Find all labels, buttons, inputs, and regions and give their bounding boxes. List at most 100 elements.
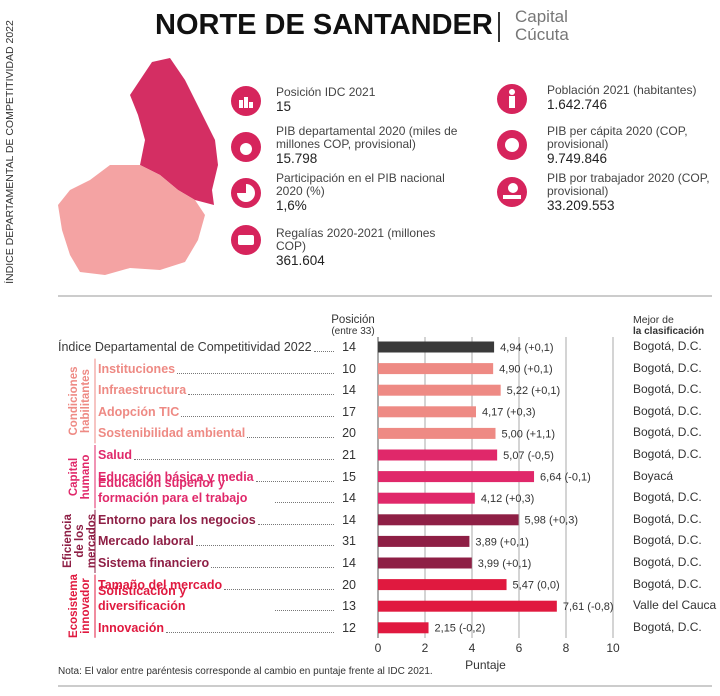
category-label: Sofisticación y diversificación [98,584,187,614]
category-label: Tamaño del mercado [98,577,223,592]
leader [165,631,334,633]
position: 14 [342,383,356,398]
group-label: Condiciones habilitantes [68,366,92,436]
indicator: PIB por trabajador 2020 (COP, provisiona… [547,172,712,214]
bar [378,363,494,375]
leader [177,372,334,374]
indicator: Posición IDC 2021 15 [276,86,466,115]
category-label: Salud [98,448,133,462]
best-subheader: la clasificación [633,326,705,337]
category-label: Adopción TIC [98,404,180,419]
indicator-value: 15 [276,99,292,114]
category-label: Infraestructura [98,383,187,398]
category-label: Instituciones [98,361,176,376]
indicator: Participación en el PIB nacional 2020 (%… [276,172,466,214]
best: Boyacá [633,468,674,483]
best: Bogotá, D.C. [633,447,702,461]
row-label: Infraestructura 14 [98,383,356,398]
value-label: 5,22 (+0,1) [507,385,561,397]
x-axis-label: Puntaje [465,658,506,672]
best-header: Mejor de [633,314,674,326]
row-label: Educación superior y formación para el t… [98,476,356,506]
category-label: Sostenibilidad ambiental [98,426,246,441]
value-label: 2,15 (-0,2) [435,623,486,635]
icon-glyphs [237,89,521,245]
row-label: Sostenibilidad ambiental 20 [98,426,356,441]
capital-block: Capital Cúcuta [515,8,569,44]
bar [378,535,470,547]
leader [134,459,334,460]
best: Bogotá, D.C. [633,555,702,569]
best: Bogotá, D.C. [633,511,702,526]
position: 14 [342,556,356,570]
category-label: Innovación [98,620,164,635]
position: 20 [342,426,356,441]
value-label: 5,00 (+1,1) [502,428,556,440]
best: Bogotá, D.C. [633,339,702,353]
position: 15 [342,469,356,484]
bar [378,579,507,591]
position: 21 [342,448,356,462]
indicator: Regalías 2020-2021 (millones COP) 361.604 [276,226,466,269]
best: Bogotá, D.C. [633,533,702,548]
leader [247,437,334,439]
category-label: Índice Departamental de Competitividad 2… [58,340,312,354]
row-label: Educación básica y media 15 [98,470,356,485]
row-label: Innovación 12 [98,621,356,636]
best: Bogotá, D.C. [633,382,702,397]
best: Bogotá, D.C. [633,490,702,505]
category-label: Entorno para los negocios [98,512,256,527]
bar [378,557,472,569]
leader [181,415,334,417]
value-label: 3,99 (+0,1) [478,558,532,570]
indicator-value: 1,6% [276,198,307,213]
capital: Cúcuta [515,25,569,44]
side-label: ÍNDICE DEPARTAMENTAL DE COMPETITIVIDAD 2… [4,20,16,284]
indicator: PIB per cápita 2020 (COP, provisional) 9.… [547,125,712,167]
value-label: 4,12 (+0,3) [481,493,535,505]
position: 14 [342,491,356,506]
best: Bogotá, D.C. [633,576,702,591]
x-tick-label: 2 [422,641,429,655]
leader [313,351,334,352]
indicator-label: PIB departamental 2020 (miles de millone… [276,124,458,151]
leader [224,588,334,590]
position: 12 [342,620,356,635]
x-tick-label: 4 [469,641,476,655]
title: NORTE DE SANTANDER [155,9,493,41]
indicator-label: Población 2021 (habitantes) [547,83,697,97]
position: 13 [342,599,356,614]
position: 14 [342,340,356,354]
row-label: Tamaño del mercado 20 [98,578,356,593]
value-label: 4,90 (+0,1) [499,364,553,376]
indicator-value: 1.642.746 [547,97,608,112]
bar [378,600,557,612]
group-label: Ecosistema innovador [68,574,92,639]
row-label: Sistema financiero 14 [98,556,356,571]
category-label: Sistema financiero [98,556,210,570]
bar [378,514,519,526]
best: Bogotá, D.C. [633,360,702,375]
row-label: Salud 21 [98,448,356,463]
position: 14 [342,512,356,527]
position-header: Posición [331,314,375,326]
leader [188,394,334,396]
indicator-label: Regalías 2020-2021 (millones COP) [276,226,436,253]
value-label: 5,47 (0,0) [513,580,560,592]
best: Valle del Cauca [633,598,717,613]
x-tick-label: 0 [375,641,382,655]
bar [378,427,496,439]
value-label: 3,89 (+0,1) [475,536,529,548]
leader [255,480,334,482]
indicator: Población 2021 (habitantes) 1.642.746 [547,83,712,113]
group-label: Capital humano [68,454,92,499]
best: Bogotá, D.C. [633,425,702,440]
value-label: 6,64 (-0,1) [540,472,591,484]
indicator-value: 33.209.553 [547,198,615,213]
row-label: Entorno para los negocios 14 [98,513,356,528]
indicator-value: 361.604 [276,253,325,268]
bar [378,406,476,418]
category-label: Educación básica y media [98,469,254,484]
position-subheader: (entre 33) [331,326,375,337]
